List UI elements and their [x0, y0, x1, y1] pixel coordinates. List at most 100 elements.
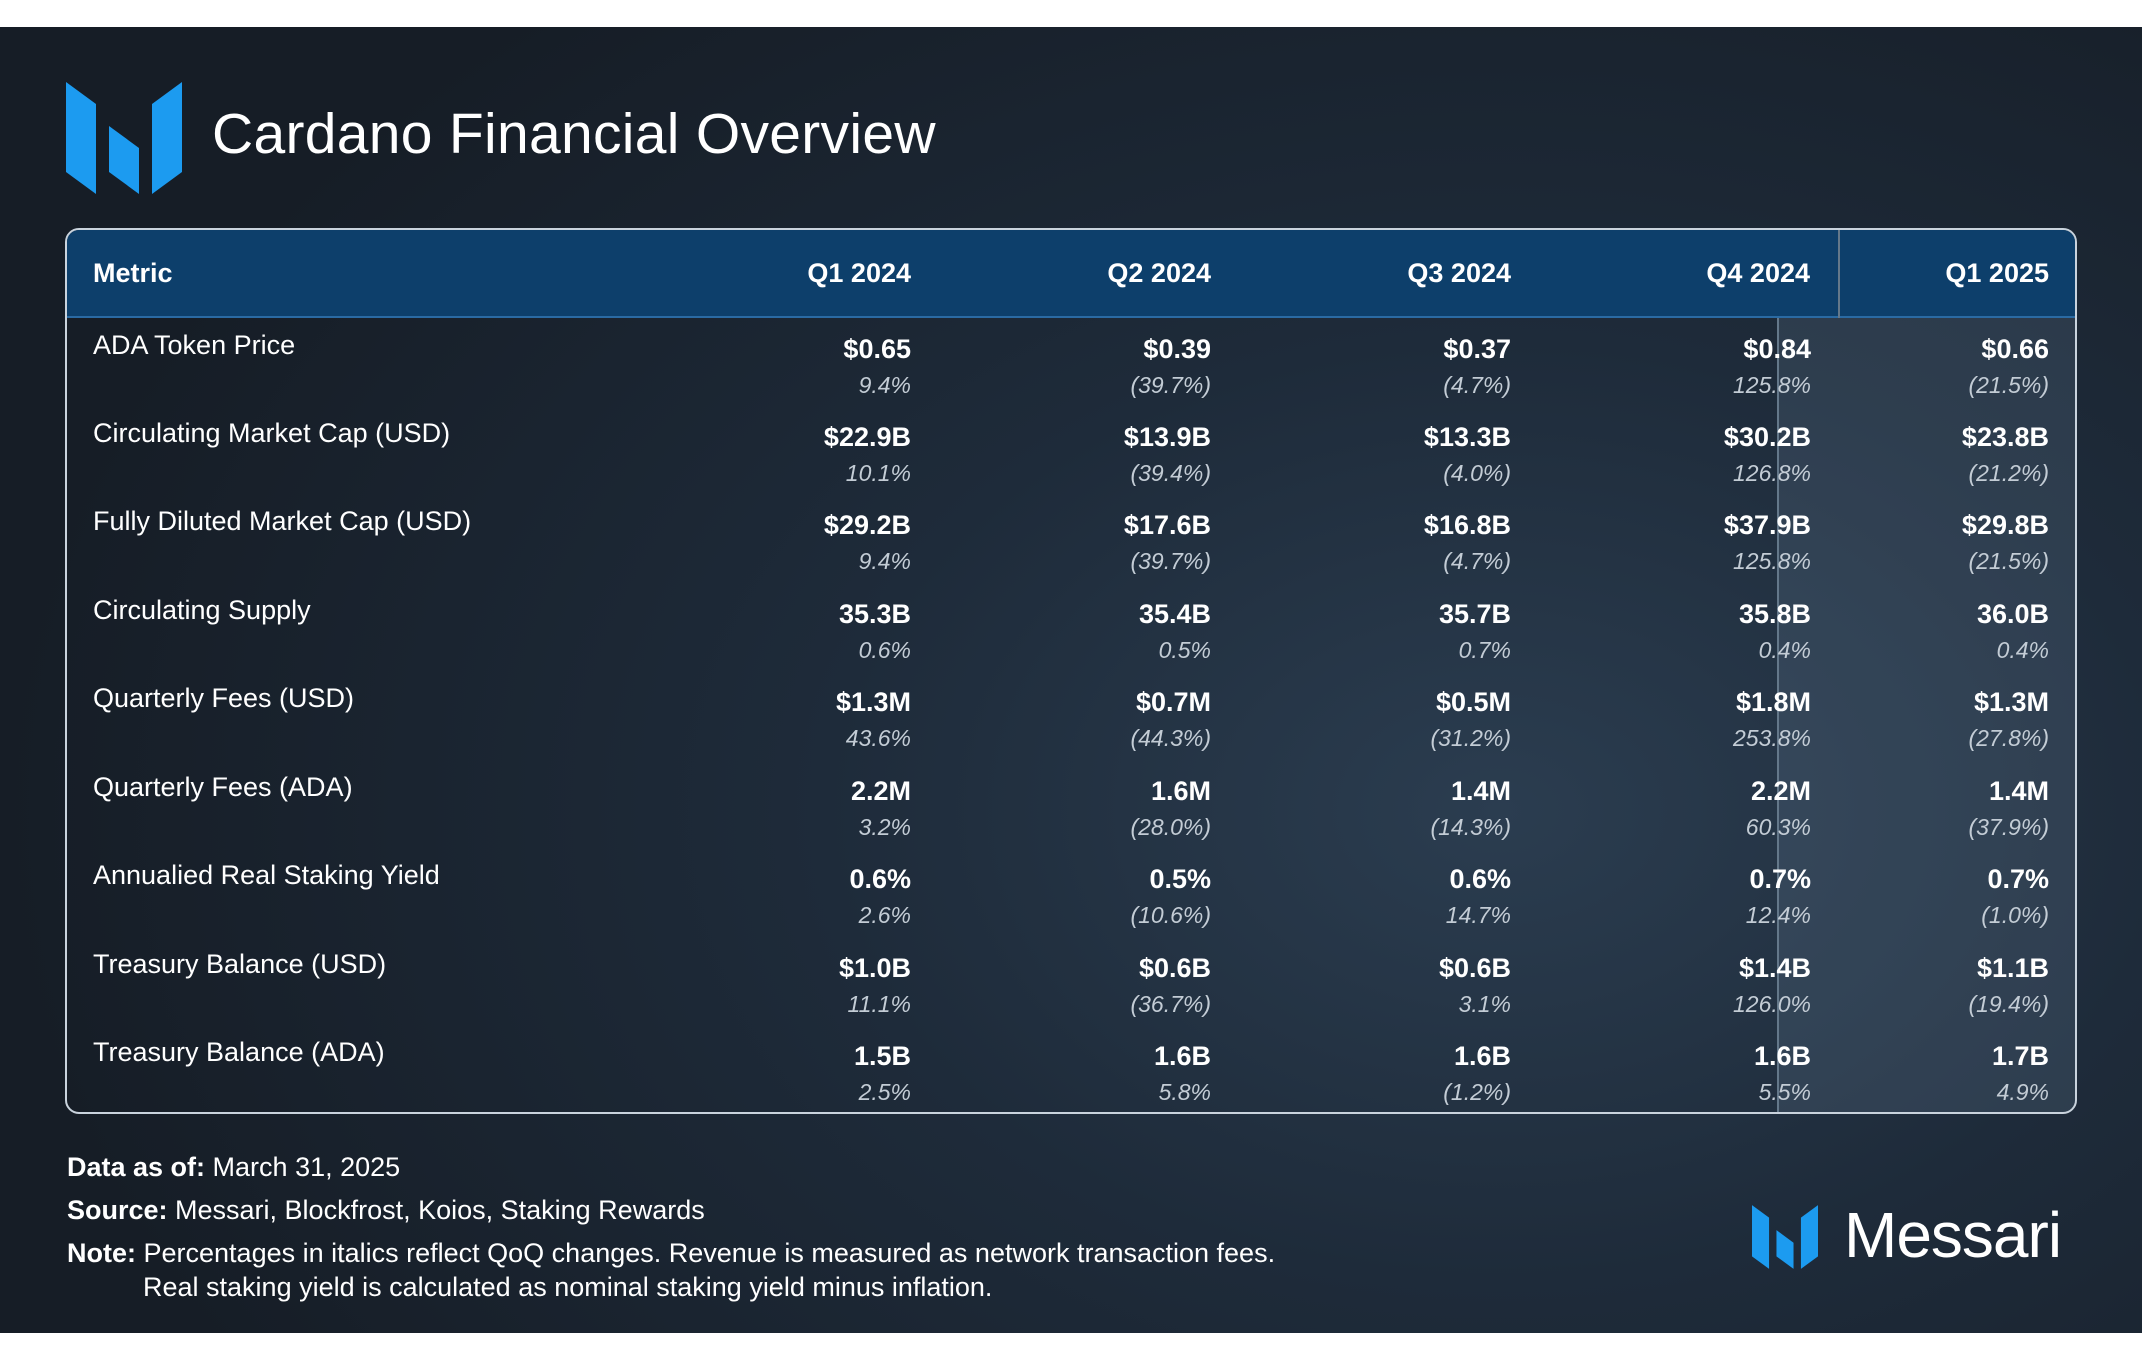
cell-value: $17.6B	[1123, 510, 1211, 540]
column-header: Q4 2024	[1706, 257, 1810, 288]
table-cell: 0.5% (10.6%)	[939, 848, 1239, 937]
cell-value: $16.8B	[1423, 510, 1511, 540]
metric-label: Quarterly Fees (ADA)	[93, 771, 353, 802]
cell-value: $0.39	[1143, 334, 1211, 364]
source-line: Source: Messari, Blockfrost, Koios, Stak…	[67, 1193, 705, 1227]
cell-value: 0.7%	[1987, 864, 2049, 894]
table-cell: $0.7M (44.3%)	[939, 671, 1239, 760]
table-cell: $29.2B 9.4%	[639, 494, 939, 583]
table-cell: $0.37 (4.7%)	[1239, 317, 1539, 406]
cell-value: $0.6B	[1438, 952, 1511, 983]
cell-change: 2.5%	[858, 1079, 911, 1105]
cell-change: 5.5%	[1758, 1079, 1811, 1105]
metric-label: Treasury Balance (USD)	[93, 948, 387, 979]
cell-value: $1.8M	[1735, 687, 1811, 717]
cell-change: (27.8%)	[1968, 725, 2049, 751]
cell-change: 126.8%	[1732, 459, 1811, 486]
table-cell: 2.2M 3.2%	[639, 760, 939, 849]
table-cell: $30.2B 126.8%	[1539, 406, 1839, 495]
cell-change: 14.7%	[1445, 902, 1511, 928]
cell-value: 1.6B	[1153, 1041, 1211, 1071]
table-cell: 1.5B 2.5%	[639, 1025, 939, 1112]
cell-value: $13.9B	[1123, 421, 1211, 452]
metric-label: ADA Token Price	[93, 330, 296, 360]
cell-change: 125.8%	[1732, 548, 1811, 574]
data-date-line: Data as of: March 31, 2025	[67, 1150, 400, 1184]
table-cell: $0.5M (31.2%)	[1239, 671, 1539, 760]
overview-card: Cardano Financial Overview Metric Q1 202…	[0, 27, 2142, 1333]
cell-value: $0.66	[1981, 334, 2049, 364]
cell-change: (21.5%)	[1968, 548, 2049, 574]
table-cell: 1.6B 5.8%	[939, 1025, 1239, 1112]
cell-change: 60.3%	[1745, 813, 1811, 840]
table-cell: $0.6B (36.7%)	[939, 937, 1239, 1026]
table-cell: 35.4B 0.5%	[939, 583, 1239, 672]
table-row: Circulating Supply 35.3B 0.6% 35.4B 0.5% 3…	[67, 583, 2075, 672]
cell-value: 2.2M	[1750, 775, 1811, 806]
cell-change: 253.8%	[1732, 725, 1811, 751]
table-cell: $1.3M 43.6%	[639, 671, 939, 760]
messari-logo-icon	[1752, 1205, 1818, 1269]
metric-label: Circulating Market Cap (USD)	[93, 417, 451, 448]
cell-value: $29.2B	[823, 510, 911, 540]
cell-change: (10.6%)	[1130, 902, 1211, 928]
cell-change: 9.4%	[858, 548, 911, 574]
table-cell: 35.8B 0.4%	[1539, 583, 1839, 672]
cell-change: (39.7%)	[1130, 548, 1211, 574]
metric-label: Treasury Balance (ADA)	[93, 1037, 385, 1067]
financial-table: Metric Q1 2024 Q2 2024 Q3 2024 Q4 2024 Q…	[65, 228, 2077, 1114]
cell-value: 1.6M	[1150, 775, 1211, 806]
cell-change: 11.1%	[847, 990, 911, 1017]
table-cell: $22.9B 10.1%	[639, 406, 939, 495]
table-row: Treasury Balance (ADA) 1.5B 2.5% 1.6B 5.8%…	[67, 1025, 2075, 1112]
cell-value: $1.3M	[835, 687, 911, 717]
data-date-label: Data as of:	[67, 1152, 206, 1182]
cell-value: $1.3M	[1973, 687, 2049, 717]
table-cell: $13.9B (39.4%)	[939, 406, 1239, 495]
highlight-column	[1777, 230, 2075, 1112]
metric-label: Fully Diluted Market Cap (USD)	[93, 506, 472, 536]
cell-change: 9.4%	[858, 372, 911, 398]
messari-brand: Messari	[1752, 1195, 2082, 1275]
cell-value: 1.6B	[1453, 1041, 1511, 1071]
table-cell: 36.0B 0.4%	[1839, 583, 2075, 672]
cell-change: 2.6%	[858, 902, 911, 928]
table-cell: 1.4M (37.9%)	[1839, 760, 2075, 849]
cell-change: 0.7%	[1458, 636, 1511, 663]
cell-change: (21.2%)	[1968, 459, 2049, 486]
cell-change: 125.8%	[1732, 372, 1811, 398]
cell-change: 43.6%	[845, 725, 911, 751]
cell-change: 4.9%	[1996, 1079, 2049, 1105]
table-cell: 0.7% 12.4%	[1539, 848, 1839, 937]
cell-value: 0.6%	[849, 864, 911, 894]
cell-value: $1.0B	[838, 952, 911, 983]
note-line: Note: Percentages in italics reflect QoQ…	[67, 1236, 1275, 1270]
table-cell: $0.39 (39.7%)	[939, 317, 1239, 406]
table-row: Quarterly Fees (ADA) 2.2M 3.2% 1.6M (28.0%…	[67, 760, 2075, 849]
cell-value: $22.9B	[823, 421, 911, 452]
cell-change: (36.7%)	[1130, 990, 1211, 1017]
data-date-value: March 31, 2025	[205, 1152, 401, 1182]
table-cell: $0.6B 3.1%	[1239, 937, 1539, 1026]
cell-value: 2.2M	[850, 775, 911, 806]
cell-value: 0.5%	[1149, 864, 1211, 894]
cell-change: (39.7%)	[1130, 372, 1211, 398]
table-cell: $17.6B (39.7%)	[939, 494, 1239, 583]
table-row: Circulating Market Cap (USD) $22.9B 10.1%…	[67, 406, 2075, 495]
note-label: Note:	[67, 1238, 136, 1268]
table-row: Fully Diluted Market Cap (USD) $29.2B 9.4…	[67, 494, 2075, 583]
cell-value: 0.7%	[1749, 864, 1811, 894]
cell-value: 0.6%	[1449, 864, 1511, 894]
table-cell: $29.8B (21.5%)	[1839, 494, 2075, 583]
column-header: Metric	[93, 257, 173, 288]
cell-value: 36.0B	[1976, 598, 2049, 629]
column-header: Q3 2024	[1407, 257, 1511, 288]
cell-change: 5.8%	[1158, 1079, 1211, 1105]
table-cell: $23.8B (21.2%)	[1839, 406, 2075, 495]
cell-change: (4.7%)	[1443, 548, 1511, 574]
cell-value: 35.4B	[1138, 598, 1211, 629]
table-cell: $13.3B (4.0%)	[1239, 406, 1539, 495]
table-cell: 0.6% 14.7%	[1239, 848, 1539, 937]
table-cell: $16.8B (4.7%)	[1239, 494, 1539, 583]
cell-value: 1.7B	[1991, 1041, 2049, 1071]
